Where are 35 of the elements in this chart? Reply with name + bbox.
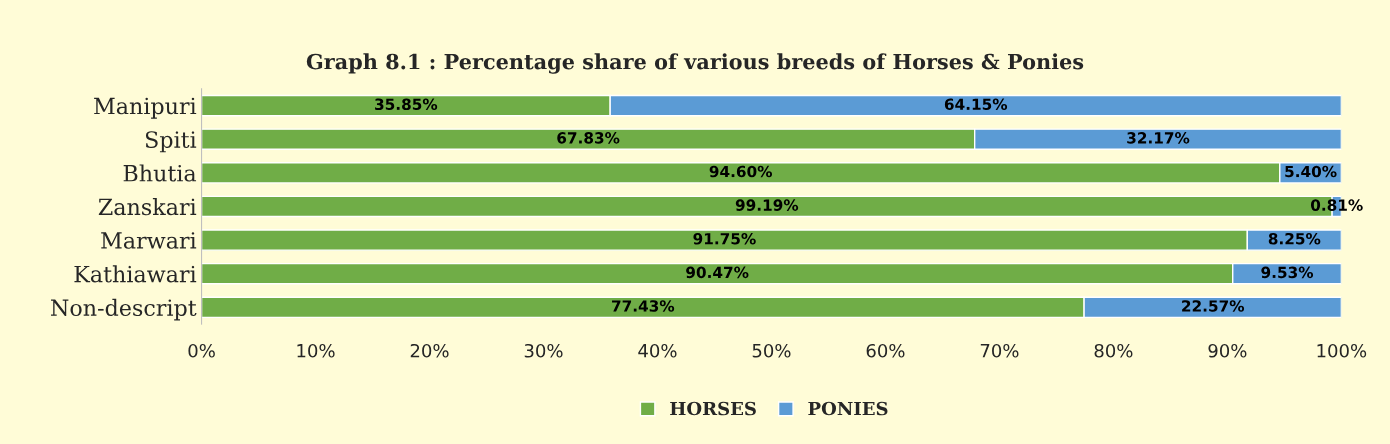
data-label: 94.60%: [709, 165, 773, 178]
data-label: 22.57%: [1182, 300, 1245, 312]
x-tick-label: 0%: [188, 343, 215, 358]
x-tick-label: 30%: [524, 343, 563, 358]
data-label: 8.25%: [1268, 232, 1321, 245]
data-label: 9.53%: [1261, 266, 1314, 279]
x-tick-label: 100%: [1317, 343, 1367, 358]
y-tick-label: Zanskari: [98, 198, 197, 216]
chart-title: Graph 8.1 : Percentage share of various breeds of Horses & Ponies: [306, 53, 1084, 74]
x-tick-label: 80%: [1094, 343, 1133, 358]
data-label: 91.75%: [693, 232, 756, 245]
x-tick-label: 10%: [297, 343, 335, 358]
x-tick-label: 20%: [410, 343, 449, 358]
x-tick-label: 90%: [1208, 343, 1247, 358]
data-label: 5.40%: [1285, 165, 1337, 178]
y-tick-label: Manipuri: [94, 97, 197, 119]
x-tick-label: 60%: [866, 343, 905, 358]
y-tick-label: Marwari: [101, 232, 197, 249]
y-tick-label: Kathiawari: [74, 265, 197, 283]
data-label: 35.85%: [375, 98, 438, 111]
data-label: 32.17%: [1127, 132, 1190, 144]
data-label: 64.15%: [944, 98, 1008, 111]
data-label: 90.47%: [686, 266, 749, 279]
data-label: 99.19%: [735, 199, 799, 211]
y-tick-label: Bhutia: [123, 164, 197, 182]
y-tick-label: Spiti: [145, 131, 197, 153]
data-label: 67.83%: [557, 132, 620, 144]
data-label: 0.81%: [1310, 199, 1363, 211]
x-tick-label: 70%: [980, 343, 1019, 358]
x-tick-label: 50%: [752, 343, 791, 358]
legend-label: HORSES: [670, 401, 756, 416]
data-label: 77.43%: [612, 300, 675, 312]
y-tick-label: Non-descript: [51, 298, 197, 321]
legend-label: PONIES: [808, 401, 888, 416]
x-tick-label: 40%: [638, 343, 677, 358]
